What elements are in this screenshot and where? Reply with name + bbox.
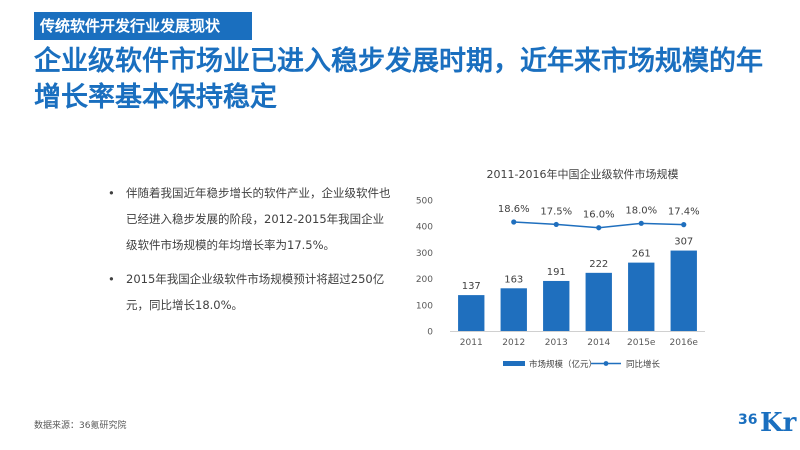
growth-label: 17.4%	[668, 207, 700, 218]
logo-kr: Kr	[760, 408, 797, 438]
bar-2016e	[670, 250, 697, 331]
logo-number: 36	[738, 412, 758, 428]
bar-value-label: 163	[504, 274, 523, 285]
bar-value-label: 137	[462, 281, 481, 292]
x-tick-label: 2013	[545, 338, 568, 348]
y-tick-label: 200	[416, 275, 433, 285]
x-tick-label: 2011	[460, 338, 483, 348]
growth-label: 17.5%	[540, 206, 572, 217]
x-tick-label: 2015e	[627, 338, 656, 348]
y-tick-label: 0	[427, 328, 433, 338]
growth-point-2013	[553, 221, 559, 228]
y-tick-label: 400	[416, 223, 433, 233]
x-tick-label: 2014	[587, 338, 610, 348]
growth-point-2012	[511, 219, 517, 225]
growth-label: 18.6%	[498, 204, 530, 215]
36kr-logo: 36 Kr	[738, 408, 796, 440]
bar-2015e	[628, 262, 655, 331]
legend-line-marker	[603, 361, 609, 366]
page-title: 企业级软件市场业已进入稳步发展时期，近年来市场规模的年增长率基本保持稳定	[34, 46, 763, 113]
bar-value-label: 261	[632, 249, 651, 260]
y-tick-label: 100	[416, 301, 433, 311]
growth-label: 16.0%	[583, 210, 615, 221]
bar-value-label: 191	[547, 267, 566, 278]
x-tick-label: 2016e	[670, 338, 699, 348]
y-tick-label: 300	[416, 249, 433, 259]
bullet-item: 2015年我国企业级软件市场规模预计将超过250亿元，同比增长18.0%。	[108, 266, 393, 318]
growth-label: 18.0%	[625, 205, 657, 216]
growth-point-2016e	[681, 222, 687, 228]
growth-point-2015e	[638, 220, 644, 226]
chart-title: 2011-2016年中国企业级软件市场规模	[487, 167, 679, 181]
y-tick-label: 500	[416, 197, 433, 207]
bar-2012	[500, 288, 527, 331]
x-tick-label: 2012	[502, 338, 525, 348]
section-tag: 传统软件开发行业发展现状	[34, 12, 252, 40]
bar-value-label: 307	[674, 237, 693, 248]
bar-value-label: 222	[589, 259, 608, 270]
market-size-chart: 2011-2016年中国企业级软件市场规模 0 100 200 300 400 500 137…	[416, 167, 705, 370]
bullet-list: 伴随着我国近年稳步增长的软件产业，企业级软件也已经进入稳步发展的阶段，2012-…	[108, 180, 393, 326]
legend-line-label: 同比增长	[626, 359, 661, 370]
bar-2013	[543, 280, 570, 331]
bar-2014	[585, 272, 612, 331]
growth-point-2014	[596, 225, 602, 231]
bar-2011	[458, 295, 485, 331]
legend-bar-swatch	[503, 361, 525, 366]
data-source-note: 数据来源：36氪研究院	[34, 421, 127, 431]
legend-bar-label: 市场规模（亿元）	[529, 359, 597, 370]
bullet-item: 伴随着我国近年稳步增长的软件产业，企业级软件也已经进入稳步发展的阶段，2012-…	[108, 180, 393, 258]
